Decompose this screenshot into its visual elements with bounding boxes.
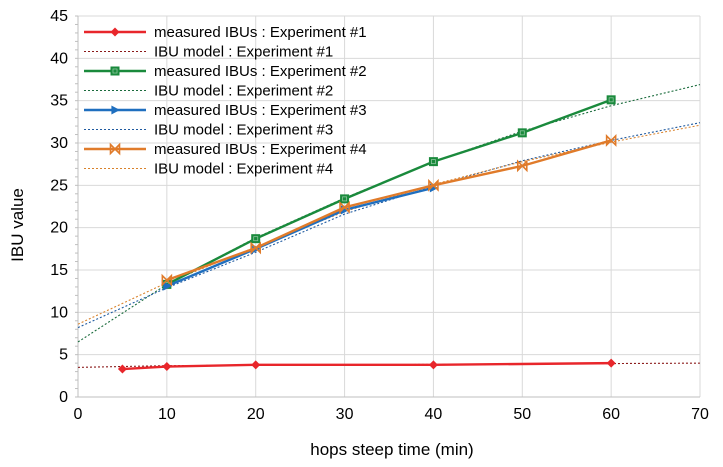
marker-bowtie-left — [339, 200, 346, 214]
legend-label: IBU model : Experiment #3 — [154, 122, 333, 139]
legend-item: IBU model : Experiment #3 — [84, 122, 333, 139]
marker-bowtie-right — [165, 273, 173, 287]
x-tick-label: 10 — [158, 406, 176, 423]
marker-square-highlight — [112, 68, 118, 74]
marker-square-fill — [110, 66, 120, 76]
marker-bowtie — [109, 142, 121, 156]
legend-item: measured IBUs : Experiment #3 — [84, 102, 367, 119]
marker-diamond — [606, 358, 616, 368]
x-tick-label: 40 — [425, 406, 443, 423]
legend-label: measured IBUs : Experiment #1 — [154, 24, 367, 41]
marker-diamond — [428, 360, 438, 370]
marker-triangle — [163, 281, 172, 291]
legend-item: measured IBUs : Experiment #4 — [84, 141, 367, 158]
y-tick-label: 40 — [50, 50, 68, 67]
marker-bowtie-left — [250, 241, 257, 255]
measured-line — [166, 186, 434, 288]
marker-triangle — [111, 105, 120, 115]
axes — [75, 15, 700, 398]
marker-square — [340, 194, 350, 204]
marker-bowtie-right — [254, 241, 262, 255]
series-lines — [77, 84, 701, 374]
y-tick-label: 15 — [50, 262, 68, 279]
y-tick-label: 25 — [50, 177, 68, 194]
y-tick-label: 45 — [50, 8, 68, 25]
marker-diamond — [251, 360, 261, 370]
marker-diamond — [110, 27, 120, 37]
marker-square-highlight — [342, 196, 347, 202]
x-tick-label: 20 — [247, 406, 265, 423]
legend-label: IBU model : Experiment #1 — [154, 44, 333, 61]
legend-label: IBU model : Experiment #4 — [154, 161, 333, 178]
marker-bowtie-right — [343, 200, 350, 214]
marker-bowtie — [605, 134, 617, 147]
legend-item: IBU model : Experiment #4 — [84, 161, 333, 178]
marker-square — [110, 66, 120, 76]
marker-square-highlight — [608, 97, 614, 103]
x-tick-label: 0 — [74, 406, 83, 423]
legend-item: IBU model : Experiment #1 — [84, 44, 333, 61]
marker-bowtie — [428, 178, 439, 192]
legend: measured IBUs : Experiment #1 IBU model :… — [84, 24, 367, 178]
y-tick-label: 35 — [50, 93, 68, 110]
marker-bowtie — [161, 273, 173, 287]
marker-square-fill — [428, 157, 438, 167]
marker-square — [428, 157, 438, 167]
marker-square — [606, 95, 616, 105]
marker-bowtie-left — [428, 178, 435, 192]
measured-line — [166, 139, 612, 282]
marker-square-highlight — [431, 159, 436, 165]
marker-square-fill — [606, 95, 616, 105]
marker-bowtie-left — [109, 142, 117, 156]
legend-label: measured IBUs : Experiment #2 — [154, 63, 367, 80]
marker-square-highlight — [519, 130, 525, 136]
marker-diamond — [117, 364, 127, 374]
marker-square — [251, 234, 261, 244]
x-axis-title: hops steep time (min) — [310, 440, 473, 459]
marker-bowtie-right — [113, 142, 121, 156]
y-axis-title: IBU value — [8, 188, 27, 262]
y-tick-label: 0 — [59, 389, 68, 406]
y-tick-label: 30 — [50, 135, 68, 152]
marker-bowtie-right — [610, 134, 617, 147]
legend-item: measured IBUs : Experiment #2 — [84, 63, 367, 80]
marker-bowtie-left — [516, 159, 524, 173]
model-line — [77, 122, 701, 329]
marker-bowtie — [516, 159, 528, 173]
marker-square-fill — [251, 234, 261, 244]
marker-bowtie-left — [605, 134, 613, 147]
measured-line — [166, 98, 612, 286]
x-tick-label: 30 — [336, 406, 354, 423]
legend-label: measured IBUs : Experiment #3 — [154, 102, 367, 119]
x-tick-label: 60 — [602, 406, 620, 423]
marker-square-fill — [340, 194, 350, 204]
x-tick-label: 70 — [691, 406, 709, 423]
marker-square — [517, 128, 527, 138]
legend-label: IBU model : Experiment #2 — [154, 83, 333, 100]
marker-bowtie-right — [521, 159, 528, 173]
y-tick-label: 20 — [50, 220, 68, 237]
marker-bowtie — [339, 200, 350, 214]
legend-item: measured IBUs : Experiment #1 — [84, 24, 367, 41]
marker-diamond — [162, 362, 172, 372]
tick-labels: 0 5 10 15 20 25 30 35 40 45 0 10 20 30 40 50 60 70 — [50, 8, 709, 423]
x-tick-label: 50 — [513, 406, 531, 423]
legend-item: IBU model : Experiment #2 — [84, 83, 333, 100]
measured-line — [122, 361, 612, 371]
y-tick-label: 5 — [59, 347, 68, 364]
marker-bowtie — [250, 241, 262, 255]
legend-label: measured IBUs : Experiment #4 — [154, 141, 367, 158]
marker-square-highlight — [253, 236, 259, 242]
y-tick-label: 10 — [50, 304, 68, 321]
marker-bowtie-right — [432, 178, 439, 192]
marker-square-fill — [517, 128, 527, 138]
marker-bowtie-left — [161, 273, 168, 287]
